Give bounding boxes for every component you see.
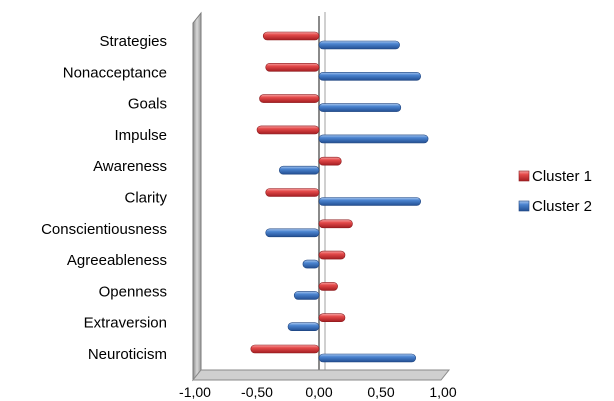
bar-cluster-2-conscientiousness	[265, 228, 320, 238]
x-tick-label: 0,50	[367, 384, 394, 400]
category-label-nonacceptance: Nonacceptance	[63, 64, 167, 81]
bar-cluster-2-goals	[318, 103, 402, 112]
category-label-clarity: Clarity	[124, 190, 167, 207]
bar-cluster-2-extraversion	[287, 322, 320, 332]
category-label-neuroticism: Neuroticism	[88, 346, 167, 363]
bar-cluster-1-goals	[259, 94, 320, 103]
x-axis-ticks: -1,00 -0,50 0,00 0,50 1,00	[179, 384, 457, 400]
bar-cluster-1-openness	[318, 282, 338, 291]
bar-cluster-2-impulse	[318, 134, 429, 144]
category-label-agreeableness: Agreeableness	[67, 252, 167, 269]
bar-cluster-2-agreeableness	[302, 259, 320, 269]
bar-cluster-2-nonacceptance	[318, 72, 421, 81]
bar-cluster-1-agreeableness	[318, 250, 346, 260]
bar-cluster-2-clarity	[318, 197, 421, 206]
category-label-goals: Goals	[128, 96, 167, 113]
legend: Cluster 1 Cluster 2	[518, 168, 592, 215]
x-tick-label: -0,50	[241, 384, 273, 400]
legend-swatch-cluster-2	[518, 200, 530, 212]
x-tick-label: 1,00	[429, 384, 456, 400]
bar-cluster-1-clarity	[265, 188, 320, 197]
bar-cluster-2-neuroticism	[318, 353, 416, 363]
bar-cluster-1-awareness	[318, 156, 342, 166]
bar-cluster-1-extraversion	[318, 313, 346, 323]
x-tick-label: 0,00	[305, 384, 332, 400]
legend-label-cluster-2: Cluster 2	[532, 198, 592, 215]
plot-frame	[191, 11, 451, 382]
category-label-awareness: Awareness	[93, 158, 167, 175]
x-tick-label: -1,00	[179, 384, 211, 400]
floor-wall	[191, 369, 451, 381]
bar-cluster-1-impulse	[256, 125, 320, 135]
category-label-conscientiousness: Conscientiousness	[41, 221, 167, 238]
legend-swatch-cluster-1	[518, 170, 530, 182]
bars	[250, 31, 429, 363]
bar-cluster-1-strategies	[262, 31, 320, 41]
category-label-impulse: Impulse	[114, 127, 167, 144]
category-labels: Strategies Nonacceptance Goals Impulse Aware…	[41, 33, 167, 363]
bar-cluster-1-conscientiousness	[318, 219, 353, 229]
bar-cluster-2-awareness	[278, 165, 320, 175]
category-label-openness: Openness	[99, 283, 167, 300]
category-label-extraversion: Extraversion	[84, 315, 167, 332]
side-wall	[192, 11, 202, 382]
bar-cluster-1-neuroticism	[250, 344, 320, 354]
bar-cluster-2-openness	[293, 291, 320, 300]
bar-cluster-1-nonacceptance	[265, 62, 320, 72]
bar-cluster-2-strategies	[318, 40, 400, 50]
legend-label-cluster-1: Cluster 1	[532, 168, 592, 185]
category-label-strategies: Strategies	[99, 33, 167, 50]
